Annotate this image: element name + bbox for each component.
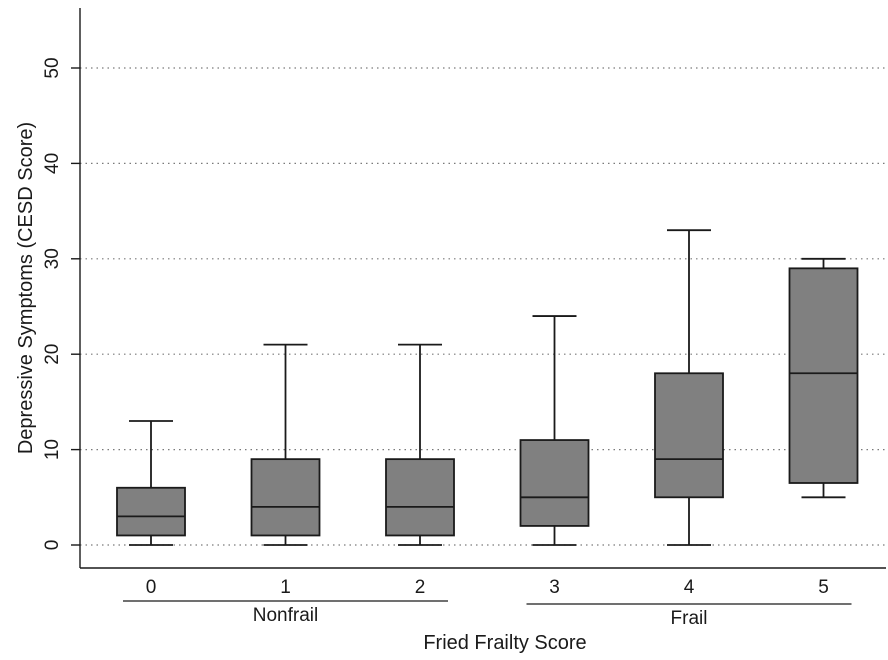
box-iqr: [385, 458, 455, 537]
y-tick-label-0: 0: [42, 540, 63, 551]
box-iqr: [788, 267, 859, 484]
y-tick-label-50: 50: [42, 57, 63, 78]
group-nonfrail: Nonfrail: [123, 600, 448, 626]
x-tick-label-0: 0: [146, 577, 157, 598]
y-tick-label-30: 30: [42, 248, 63, 269]
y-tick-label-40: 40: [42, 153, 63, 174]
box-3: [519, 315, 590, 546]
y-axis-ticks: 0 10 20 30 40 50: [42, 57, 80, 550]
y-tick-label-10: 10: [42, 439, 63, 460]
x-axis-label: Fried Frailty Score: [423, 632, 586, 654]
x-tick-label-1: 1: [280, 577, 291, 598]
box-4: [654, 229, 724, 546]
group-brackets: Nonfrail Frail: [123, 600, 852, 629]
box-0: [116, 420, 186, 546]
box-iqr: [250, 458, 321, 537]
x-tick-label-3: 3: [549, 577, 560, 598]
box-1: [250, 343, 321, 546]
box-iqr: [116, 486, 186, 537]
x-tick-label-4: 4: [684, 577, 695, 598]
boxes: [116, 229, 859, 546]
group-label: Nonfrail: [253, 605, 318, 626]
box-iqr: [519, 439, 590, 527]
gridlines: [80, 67, 886, 546]
box-5: [788, 257, 859, 499]
x-tick-label-2: 2: [415, 577, 426, 598]
y-axis-label: Depressive Symptoms (CESD Score): [15, 122, 37, 454]
x-axis-ticks: 0 1 2 3 4 5: [146, 577, 829, 598]
box-2: [385, 343, 455, 546]
y-tick-label-20: 20: [42, 344, 63, 365]
x-tick-label-5: 5: [818, 577, 829, 598]
box-iqr: [654, 372, 724, 499]
group-label: Frail: [671, 608, 708, 629]
group-frail: Frail: [526, 603, 852, 629]
